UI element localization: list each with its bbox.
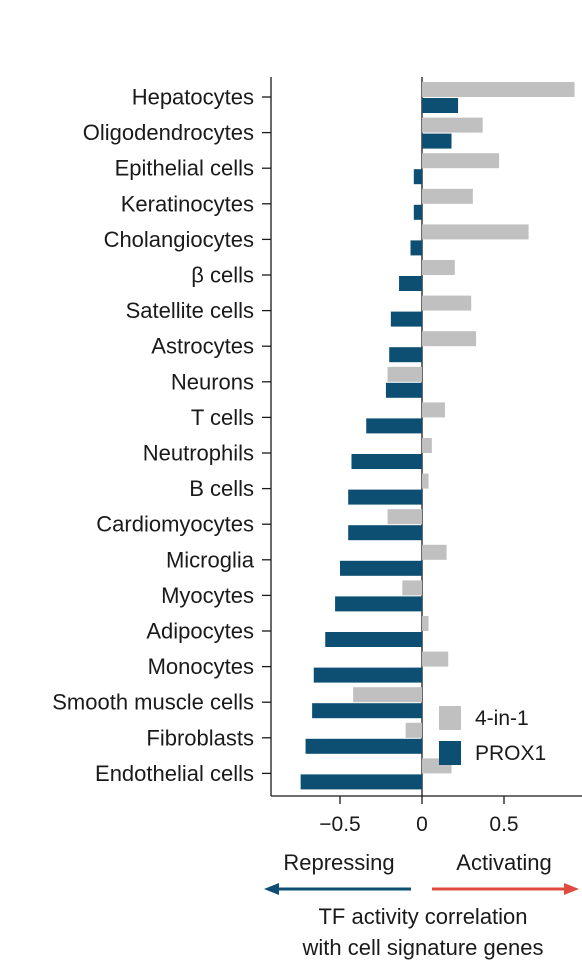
category-label: B cells [189, 476, 254, 501]
category-label: Astrocytes [151, 334, 254, 359]
category-label: Microglia [166, 547, 255, 572]
bar-4in1 [422, 188, 473, 204]
bar-prox1 [390, 311, 422, 327]
bar-prox1 [385, 382, 422, 398]
bar-prox1 [413, 169, 422, 185]
bar-4in1 [422, 473, 429, 489]
bar-4in1 [422, 153, 500, 169]
category-label: Hepatocytes [132, 85, 254, 110]
bar-4in1 [422, 260, 455, 275]
category-label: Epithelial cells [115, 156, 254, 181]
bar-4in1 [402, 580, 422, 596]
category-label: Cardiomyocytes [96, 512, 254, 537]
category-label: T cells [191, 405, 254, 430]
bar-prox1 [422, 98, 459, 113]
bar-prox1 [351, 454, 422, 469]
bar-prox1 [413, 204, 422, 220]
bar-4in1 [353, 687, 422, 703]
bar-prox1 [410, 240, 422, 256]
bar-prox1 [389, 347, 422, 363]
category-label: Fibroblasts [146, 725, 254, 750]
bar-4in1 [422, 402, 445, 418]
category-label: Smooth muscle cells [52, 690, 254, 715]
legend-swatch [439, 706, 461, 730]
category-label: Myocytes [161, 583, 254, 608]
category-label: Endothelial cells [95, 761, 254, 786]
category-label: Oligodendrocytes [83, 120, 254, 145]
bar-prox1 [300, 774, 422, 790]
activating-arrow-head [564, 883, 579, 895]
bar-4in1 [387, 366, 422, 382]
category-label: β cells [191, 263, 254, 288]
bar-prox1 [348, 525, 422, 541]
x-axis-title-line: with cell signature genes [302, 935, 544, 960]
activating-label: Activating [456, 850, 551, 875]
bar-4in1 [422, 331, 477, 347]
legend-swatch [439, 741, 461, 765]
bar-prox1 [325, 632, 422, 647]
legend-label: 4-in-1 [475, 707, 529, 730]
repressing-label: Repressing [283, 850, 394, 875]
bar-prox1 [422, 133, 452, 149]
bar-4in1 [387, 509, 422, 525]
category-label: Neutrophils [143, 441, 254, 466]
category-label: Keratinocytes [121, 191, 254, 216]
bar-prox1 [305, 738, 422, 754]
bar-prox1 [340, 560, 422, 576]
x-tick-label: 0.5 [489, 813, 518, 836]
repressing-arrow-head [264, 883, 279, 895]
legend: 4-in-1 PROX1 [439, 706, 546, 765]
bar-4in1 [422, 438, 432, 453]
bar-4in1 [422, 544, 447, 560]
x-tick-label: 0 [416, 813, 428, 836]
bar-4in1 [422, 82, 575, 97]
bar-4in1 [422, 224, 529, 240]
x-tick-label: −0.5 [319, 813, 360, 836]
bar-4in1 [422, 651, 449, 667]
category-label: Monocytes [148, 654, 254, 679]
bar-4in1 [422, 117, 483, 133]
bar-prox1 [312, 703, 422, 719]
bar-4in1 [422, 616, 429, 631]
bar-4in1 [422, 295, 472, 311]
x-axis-title-line: TF activity correlation [318, 904, 527, 929]
category-label: Adipocytes [146, 619, 254, 644]
legend-label: PROX1 [475, 742, 546, 765]
bar-prox1 [348, 489, 422, 505]
bar-4in1 [405, 722, 422, 738]
bar-prox1 [313, 667, 422, 683]
bar-prox1 [399, 276, 422, 291]
category-label: Satellite cells [126, 298, 254, 323]
bar-prox1 [366, 418, 422, 434]
category-label: Neurons [171, 369, 254, 394]
category-label: Cholangiocytes [104, 227, 254, 252]
bar-prox1 [335, 596, 422, 612]
